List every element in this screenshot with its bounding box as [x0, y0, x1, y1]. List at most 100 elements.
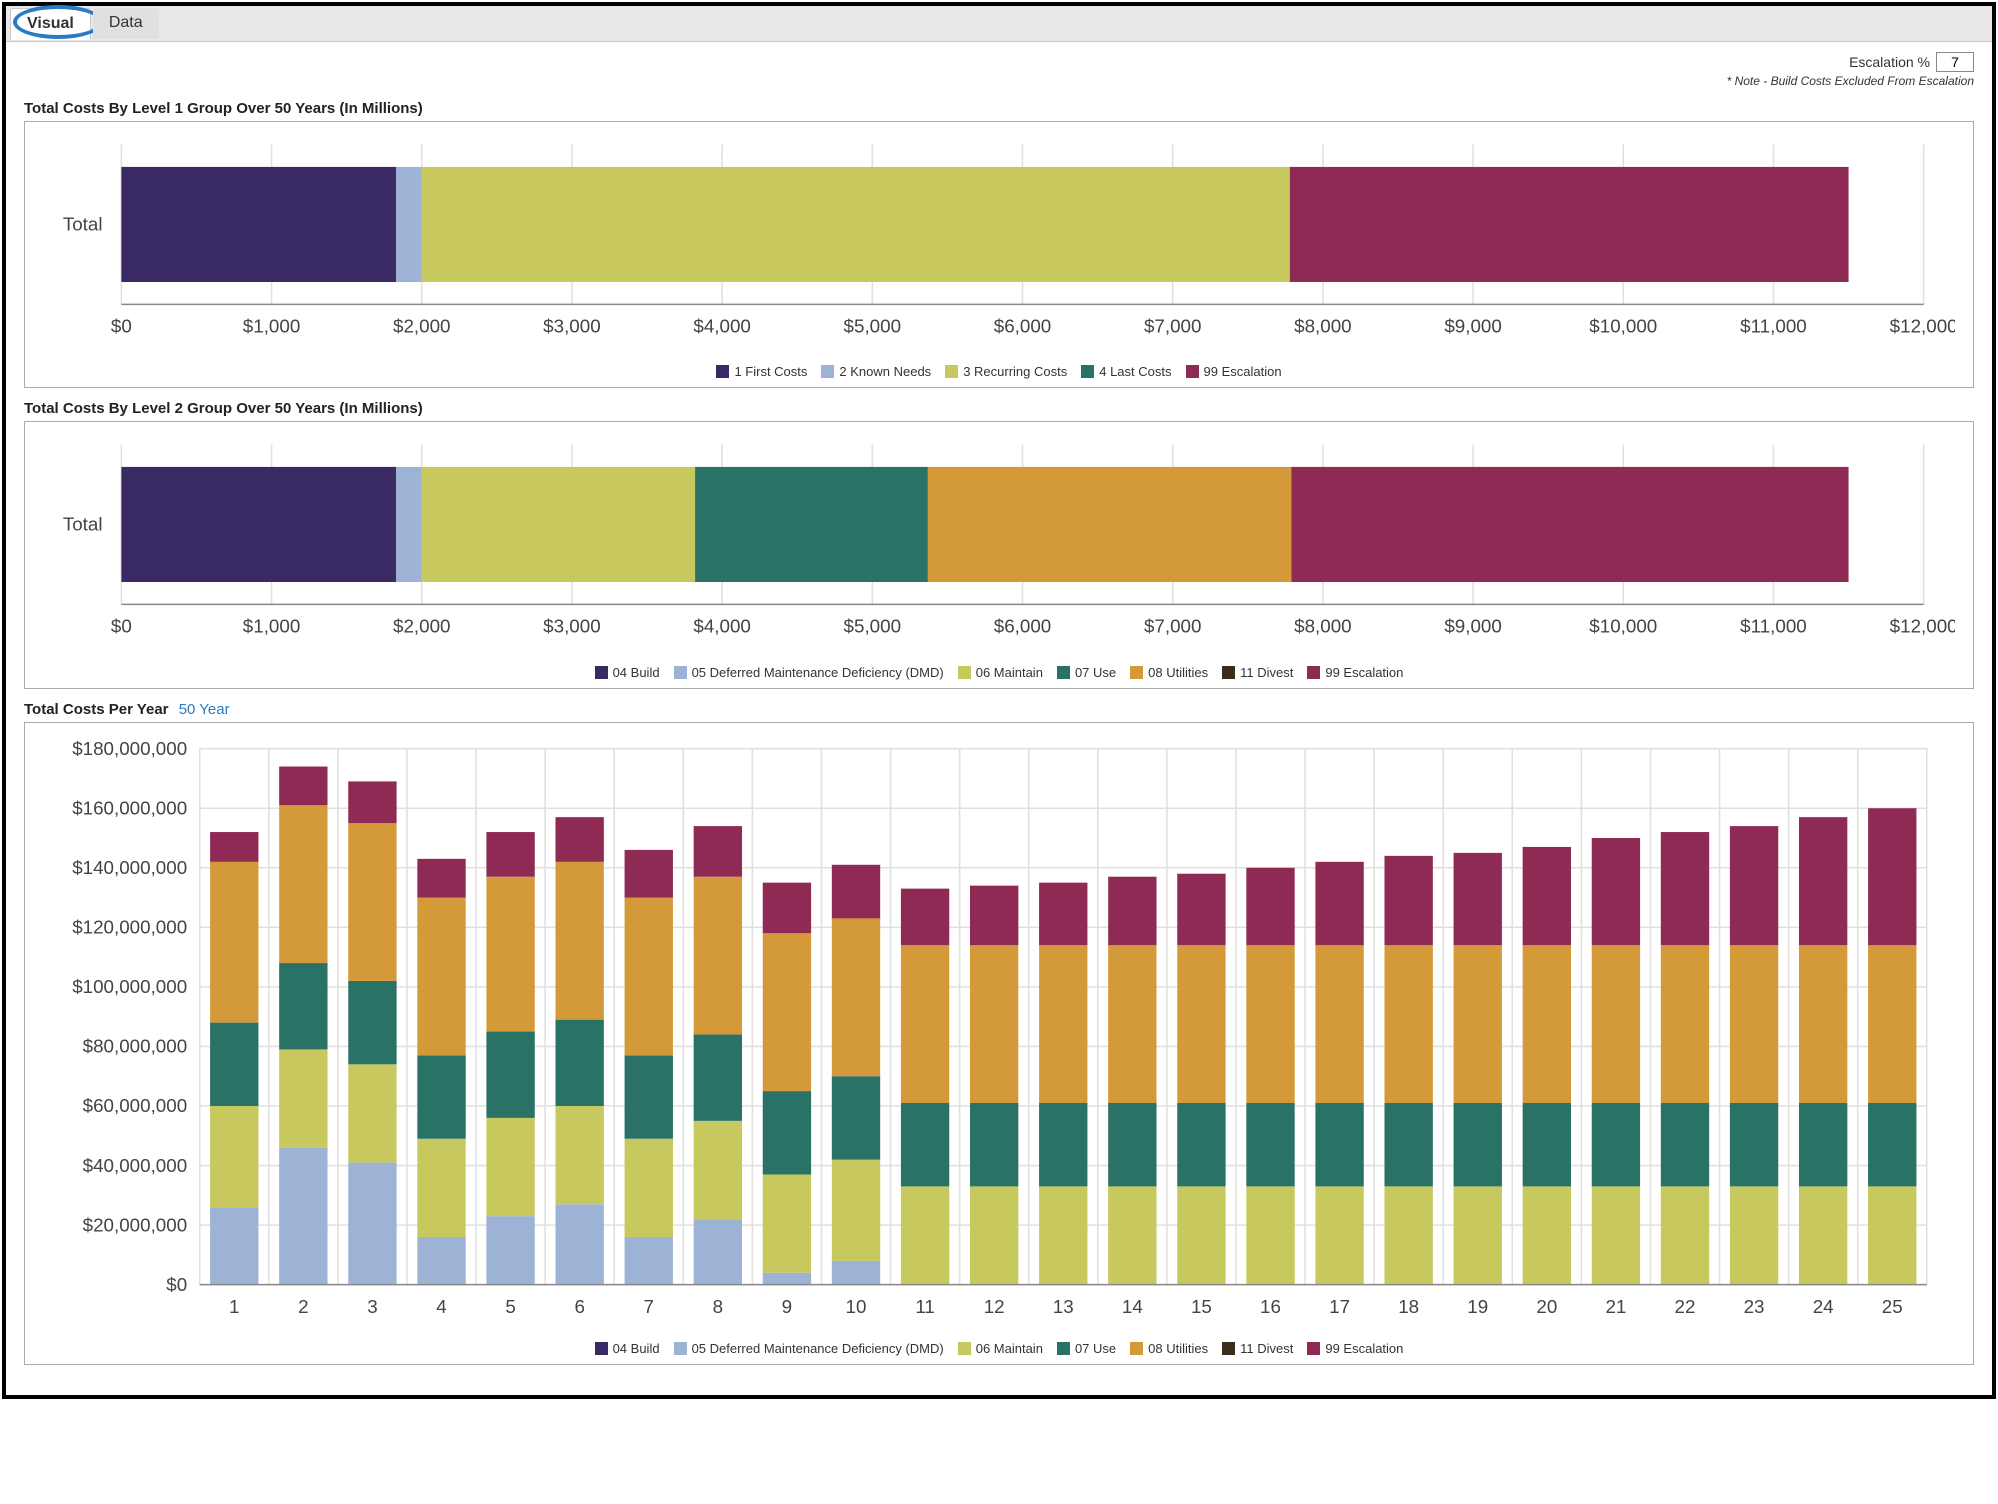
svg-text:$9,000: $9,000: [1444, 316, 1502, 337]
legend-label: 99 Escalation: [1325, 665, 1403, 680]
legend-label: 1 First Costs: [734, 364, 807, 379]
legend-label: 11 Divest: [1240, 665, 1293, 680]
legend-item: 99 Escalation: [1186, 364, 1282, 379]
svg-text:$0: $0: [111, 316, 132, 337]
tab-visual-label: Visual: [27, 15, 74, 32]
note-text: * Note - Build Costs Excluded From Escal…: [24, 74, 1974, 94]
svg-text:$5,000: $5,000: [844, 316, 902, 337]
svg-text:$1,000: $1,000: [243, 316, 301, 337]
svg-text:20: 20: [1536, 1296, 1557, 1317]
legend-item: 4 Last Costs: [1081, 364, 1171, 379]
svg-text:$160,000,000: $160,000,000: [72, 797, 187, 818]
legend-swatch: [674, 1342, 687, 1355]
legend-item: 06 Maintain: [958, 1341, 1043, 1356]
legend-swatch: [1057, 1342, 1070, 1355]
chart3-legend: 04 Build05 Deferred Maintenance Deficien…: [43, 1341, 1955, 1356]
legend-swatch: [1222, 1342, 1235, 1355]
legend-swatch: [1222, 666, 1235, 679]
legend-label: 07 Use: [1075, 665, 1116, 680]
svg-text:$6,000: $6,000: [994, 616, 1052, 637]
legend-item: 08 Utilities: [1130, 665, 1208, 680]
legend-swatch: [1307, 666, 1320, 679]
svg-text:$80,000,000: $80,000,000: [83, 1036, 188, 1057]
svg-text:15: 15: [1191, 1296, 1212, 1317]
chart3-title-text: Total Costs Per Year: [24, 701, 169, 718]
legend-label: 07 Use: [1075, 1341, 1116, 1356]
chart3-range-link[interactable]: 50 Year: [179, 701, 230, 718]
legend-swatch: [1081, 365, 1094, 378]
svg-text:10: 10: [846, 1296, 867, 1317]
svg-text:$60,000,000: $60,000,000: [83, 1095, 188, 1116]
svg-text:$11,000: $11,000: [1740, 616, 1807, 637]
svg-text:22: 22: [1675, 1296, 1696, 1317]
legend-item: 04 Build: [595, 665, 660, 680]
escalation-label: Escalation %: [1849, 54, 1930, 70]
svg-text:$2,000: $2,000: [393, 316, 451, 337]
legend-label: 04 Build: [613, 665, 660, 680]
svg-text:$3,000: $3,000: [543, 616, 601, 637]
legend-item: 11 Divest: [1222, 665, 1293, 680]
svg-text:$6,000: $6,000: [994, 316, 1052, 337]
legend-item: 11 Divest: [1222, 1341, 1293, 1356]
chart2-legend: 04 Build 05 Deferred Maintenance Deficien…: [43, 665, 1955, 680]
tab-data[interactable]: Data: [93, 8, 159, 39]
chart3-box: $0 $20,000,000 $40,000,000 $60,000,000 $80,0…: [24, 722, 1974, 1366]
legend-swatch: [958, 666, 971, 679]
escalation-input[interactable]: [1936, 52, 1974, 72]
legend-label: 99 Escalation: [1204, 364, 1282, 379]
svg-text:$8,000: $8,000: [1294, 616, 1352, 637]
svg-text:25: 25: [1882, 1296, 1903, 1317]
legend-item: 2 Known Needs: [821, 364, 931, 379]
svg-text:$4,000: $4,000: [693, 616, 751, 637]
legend-swatch: [595, 1342, 608, 1355]
svg-text:$9,000: $9,000: [1444, 616, 1502, 637]
svg-text:5: 5: [505, 1296, 515, 1317]
legend-item: 06 Maintain: [958, 665, 1043, 680]
svg-text:9: 9: [782, 1296, 792, 1317]
chart1-title: Total Costs By Level 1 Group Over 50 Yea…: [24, 100, 1974, 117]
legend-label: 4 Last Costs: [1099, 364, 1171, 379]
tab-data-label: Data: [109, 14, 143, 31]
legend-swatch: [1307, 1342, 1320, 1355]
chart2-svg: $0$1,000$2,000$3,000$4,000$5,000$6,000$7…: [43, 432, 1955, 651]
svg-text:$20,000,000: $20,000,000: [83, 1214, 188, 1235]
tab-bar: Visual Data: [6, 6, 1992, 42]
escalation-row: Escalation %: [24, 52, 1974, 74]
legend-swatch: [1130, 1342, 1143, 1355]
legend-item: 99 Escalation: [1307, 665, 1403, 680]
legend-swatch: [1186, 365, 1199, 378]
legend-label: 06 Maintain: [976, 1341, 1043, 1356]
legend-label: 05 Deferred Maintenance Deficiency (DMD): [692, 1341, 944, 1356]
legend-item: 05 Deferred Maintenance Deficiency (DMD): [674, 665, 944, 680]
legend-item: 05 Deferred Maintenance Deficiency (DMD): [674, 1341, 944, 1356]
svg-text:$5,000: $5,000: [844, 616, 902, 637]
legend-label: 2 Known Needs: [839, 364, 931, 379]
legend-label: 99 Escalation: [1325, 1341, 1403, 1356]
svg-text:$0: $0: [166, 1274, 187, 1295]
svg-text:$8,000: $8,000: [1294, 316, 1352, 337]
svg-text:$40,000,000: $40,000,000: [83, 1155, 188, 1176]
svg-text:$120,000,000: $120,000,000: [72, 916, 187, 937]
legend-item: 1 First Costs: [716, 364, 807, 379]
svg-text:23: 23: [1744, 1296, 1765, 1317]
legend-swatch: [1130, 666, 1143, 679]
svg-text:$1,000: $1,000: [243, 616, 301, 637]
legend-swatch: [674, 666, 687, 679]
svg-text:11: 11: [915, 1296, 935, 1317]
svg-text:13: 13: [1053, 1296, 1074, 1317]
svg-text:$12,000: $12,000: [1890, 316, 1955, 337]
chart1-svg: $0$1,000$2,000$3,000$4,000$5,000$6,000$7…: [43, 132, 1955, 351]
svg-text:2: 2: [298, 1296, 308, 1317]
svg-text:8: 8: [713, 1296, 723, 1317]
chart1-box: $0$1,000$2,000$3,000$4,000$5,000$6,000$7…: [24, 121, 1974, 388]
legend-label: 06 Maintain: [976, 665, 1043, 680]
legend-item: 07 Use: [1057, 1341, 1116, 1356]
legend-item: 07 Use: [1057, 665, 1116, 680]
svg-text:Total: Total: [63, 214, 103, 235]
svg-text:$12,000: $12,000: [1890, 616, 1955, 637]
legend-swatch: [821, 365, 834, 378]
chart3-svg: $0 $20,000,000 $40,000,000 $60,000,000 $80,0…: [43, 733, 1955, 1329]
tab-visual[interactable]: Visual: [10, 8, 91, 40]
legend-swatch: [958, 1342, 971, 1355]
legend-item: 3 Recurring Costs: [945, 364, 1067, 379]
